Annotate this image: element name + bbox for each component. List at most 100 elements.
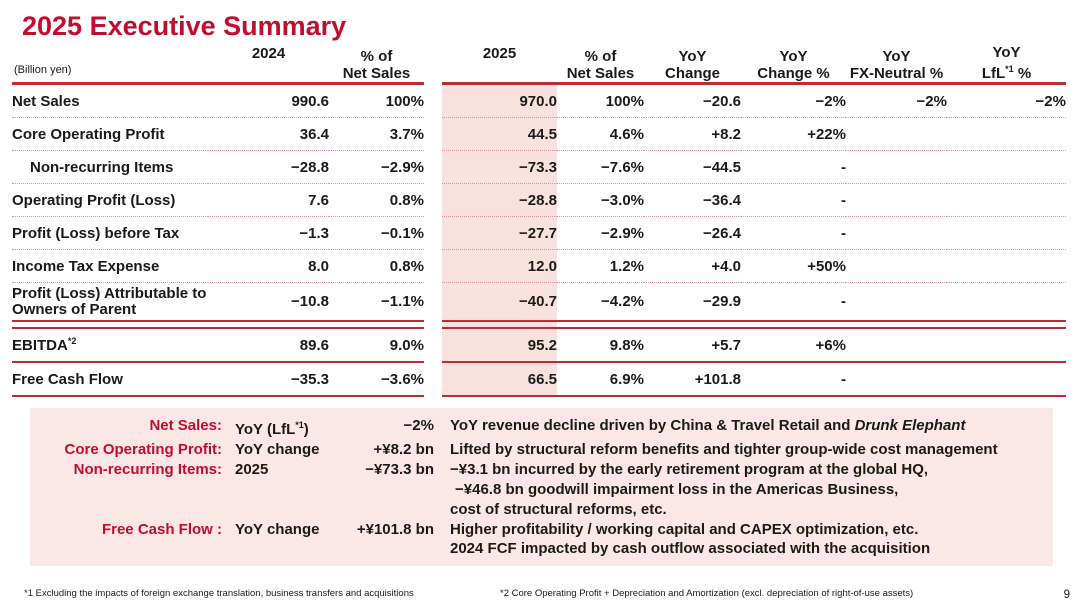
summary-note: Lifted by structural reform benefits and… (434, 440, 1053, 460)
column-gap (424, 150, 442, 184)
header-text: Change % (757, 65, 830, 82)
summary-label (30, 480, 222, 500)
row-label-text: Net Sales (12, 92, 80, 110)
cell-p2025: 9.8% (557, 328, 644, 363)
summary-note: Higher profitability / working capital a… (434, 520, 1053, 540)
summary-note-text: 2024 FCF impacted by cash outflow associ… (450, 540, 931, 558)
summary-row: Core Operating Profit: YoY change +¥8.2 bn… (30, 440, 1053, 460)
summary-metric (222, 539, 334, 559)
summary-row: Non-recurring Items: 2025 −¥73.3 bn −¥3.1 b… (30, 460, 1053, 480)
summary-row: −¥46.8 bn goodwill impairment loss in th… (30, 480, 1053, 500)
summary-note-text: YoY revenue decline driven by China & Tr… (450, 417, 855, 434)
cell-fx (846, 150, 947, 184)
cell-lfl (947, 150, 1066, 184)
summary-metric-text: YoY change (235, 440, 320, 458)
summary-note: 2024 FCF impacted by cash outflow associ… (434, 539, 1053, 559)
header-text: Net Sales (566, 65, 635, 82)
summary-note-text: −¥46.8 bn goodwill impairment loss in th… (455, 480, 899, 498)
table-row: Profit (Loss) before Tax −1.3 −0.1% −27.7 −2… (12, 216, 1066, 250)
cell-v2024: 89.6 (208, 328, 329, 363)
row-label-text: Non-recurring Items (30, 158, 174, 176)
cell-v2025: 66.5 (442, 362, 557, 397)
cell-fx (846, 216, 947, 250)
column-gap (424, 362, 442, 396)
cell-v2025: 970.0 (442, 83, 557, 118)
cell-yoyp: - (741, 282, 846, 322)
summary-label: Non-recurring Items: (73, 460, 222, 478)
column-gap (424, 183, 442, 217)
cell-p2025: 1.2% (557, 249, 644, 283)
cell-v2024: 8.0 (208, 249, 329, 283)
footnote-1: *1 Excluding the impacts of foreign exch… (24, 588, 414, 599)
summary-note-italic: Drunk Elephant (854, 417, 966, 434)
cell-fx (846, 117, 947, 151)
spacer-cell (557, 321, 1066, 329)
summary-metric: 2025 (222, 460, 334, 480)
header-label: (Billion yen) (12, 44, 208, 85)
header-yoy: YoY Change (644, 44, 741, 85)
spacer-cell (12, 321, 424, 329)
cell-yoy: −20.6 (644, 83, 741, 118)
summary-label (30, 500, 222, 520)
summary-row: 2024 FCF impacted by cash outflow associ… (30, 539, 1053, 559)
summary-label: Free Cash Flow : (101, 520, 222, 538)
cell-lfl (947, 216, 1066, 250)
cell-p2024: 9.0% (329, 328, 424, 363)
table-row: EBITDA*2 89.6 9.0% 95.2 9.8% +5.7 +6% (12, 328, 1066, 363)
summary-value (334, 539, 434, 559)
summary-note: YoY revenue decline driven by China & Tr… (434, 416, 1053, 440)
cell-fx (846, 328, 947, 363)
summary-row: cost of structural reforms, etc. (30, 500, 1053, 520)
cell-lfl (947, 117, 1066, 151)
cell-yoyp: +50% (741, 249, 846, 283)
cell-v2024: 7.6 (208, 183, 329, 217)
page-title: 2025 Executive Summary (22, 11, 347, 41)
cell-yoyp: - (741, 183, 846, 217)
cell-p2024: −3.6% (329, 362, 424, 397)
cell-v2025: 95.2 (442, 328, 557, 363)
table-row: Free Cash Flow −35.3 −3.6% 66.5 6.9% +101.8- (12, 362, 1066, 397)
cell-p2024: 0.8% (329, 183, 424, 217)
row-label-text: Operating Profit (Loss) (12, 191, 176, 209)
table-row: Non-recurring Items −28.8 −2.9% −73.3 −7.6% −… (12, 150, 1066, 184)
summary-value: −¥73.3 bn (365, 460, 434, 478)
cell-fx (846, 362, 947, 397)
header-yoyp: YoY Change % (741, 44, 846, 85)
header-text: Net Sales (342, 65, 411, 82)
cell-lfl (947, 362, 1066, 397)
cell-lfl (947, 183, 1066, 217)
header-lfl: YoY LfL*1 % (947, 44, 1066, 85)
column-gap (424, 321, 442, 328)
summary-note: −¥3.1 bn incurred by the early retiremen… (434, 460, 1053, 480)
summary-metric (222, 480, 334, 500)
cell-v2024: −1.3 (208, 216, 329, 250)
cell-lfl (947, 249, 1066, 283)
cell-fx (846, 183, 947, 217)
row-label: Income Tax Expense (12, 249, 208, 283)
cell-p2025: 100% (557, 83, 644, 118)
cell-fx (846, 282, 947, 322)
cell-p2024: 3.7% (329, 117, 424, 151)
cell-p2024: −0.1% (329, 216, 424, 250)
cell-yoy: +8.2 (644, 117, 741, 151)
summary-row: Free Cash Flow : YoY change +¥101.8 bn High… (30, 520, 1053, 540)
cell-v2024: 36.4 (208, 117, 329, 151)
cell-yoyp: +22% (741, 117, 846, 151)
cell-v2024: −10.8 (208, 282, 329, 322)
header-fx: YoY FX-Neutral % (846, 44, 947, 85)
summary-note-text: Higher profitability / working capital a… (450, 520, 919, 538)
header-text: % of (584, 48, 617, 65)
summary-metric-superscript: *1 (295, 420, 304, 430)
header-text: % (1013, 65, 1032, 82)
cell-fx (846, 249, 947, 283)
header-text: 2025 (482, 45, 517, 62)
summary-value (334, 480, 434, 500)
column-gap (424, 83, 442, 118)
cell-yoyp: - (741, 216, 846, 250)
summary-metric: YoY (LfL*1) (222, 416, 334, 440)
cell-lfl (947, 282, 1066, 322)
summary-metric-text: YoY (LfL (235, 421, 296, 438)
row-label-text: EBITDA (12, 337, 68, 354)
summary-metric: YoY change (222, 440, 334, 460)
